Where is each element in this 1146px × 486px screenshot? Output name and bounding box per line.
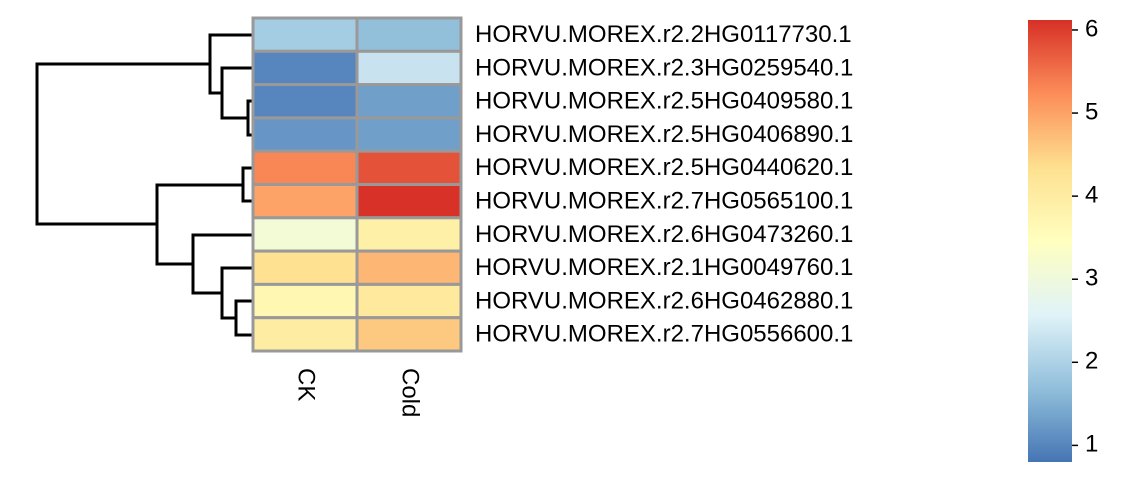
row-label: HORVU.MOREX.r2.2HG0117730.1 (475, 21, 852, 48)
row-label: HORVU.MOREX.r2.7HG0565100.1 (475, 187, 853, 214)
heatmap-cell (251, 282, 359, 320)
colorbar-tick-label: 3 (1085, 265, 1098, 292)
heatmap-cell (251, 16, 359, 53)
heatmap-cell (251, 183, 359, 220)
row-label: HORVU.MOREX.r2.5HG0406890.1 (475, 121, 853, 148)
heatmap-cell (251, 149, 359, 186)
heatmap-cell (355, 83, 463, 120)
colorbar-tick-label: 1 (1085, 431, 1098, 458)
heatmap-cell (251, 116, 359, 153)
heatmap-cell (355, 16, 463, 53)
colorbar (1028, 20, 1072, 462)
heatmap-cell (355, 216, 463, 253)
row-label: HORVU.MOREX.r2.1HG0049760.1 (475, 254, 853, 281)
colorbar-tick-label: 6 (1085, 15, 1098, 42)
column-label: Cold (397, 368, 424, 417)
colorbar-tick-label: 2 (1085, 348, 1098, 375)
heatmap-cell (251, 249, 359, 286)
heatmap-cell (355, 282, 463, 320)
heatmap-cell (355, 249, 463, 286)
row-label: HORVU.MOREX.r2.5HG0409580.1 (475, 88, 853, 115)
row-label: HORVU.MOREX.r2.5HG0440620.1 (475, 154, 853, 181)
colorbar-tick-label: 4 (1085, 181, 1098, 208)
row-dendrogram (35, 33, 253, 337)
row-label: HORVU.MOREX.r2.6HG0462880.1 (475, 287, 853, 314)
heatmap-cell (251, 83, 359, 120)
row-label: HORVU.MOREX.r2.7HG0556600.1 (475, 321, 853, 348)
row-label: HORVU.MOREX.r2.6HG0473260.1 (475, 221, 853, 248)
heatmap-cell (355, 116, 463, 153)
heatmap-cell (355, 316, 463, 353)
heatmap-cell (355, 183, 463, 220)
column-label: CK (293, 368, 320, 401)
colorbar-tick-label: 5 (1085, 98, 1098, 125)
heatmap-cell (355, 149, 463, 186)
heatmap-cell (251, 316, 359, 353)
row-label: HORVU.MOREX.r2.3HG0259540.1 (475, 54, 853, 81)
heatmap-cell (355, 49, 463, 87)
heatmap-cell (251, 216, 359, 253)
heatmap-cell (251, 49, 359, 87)
